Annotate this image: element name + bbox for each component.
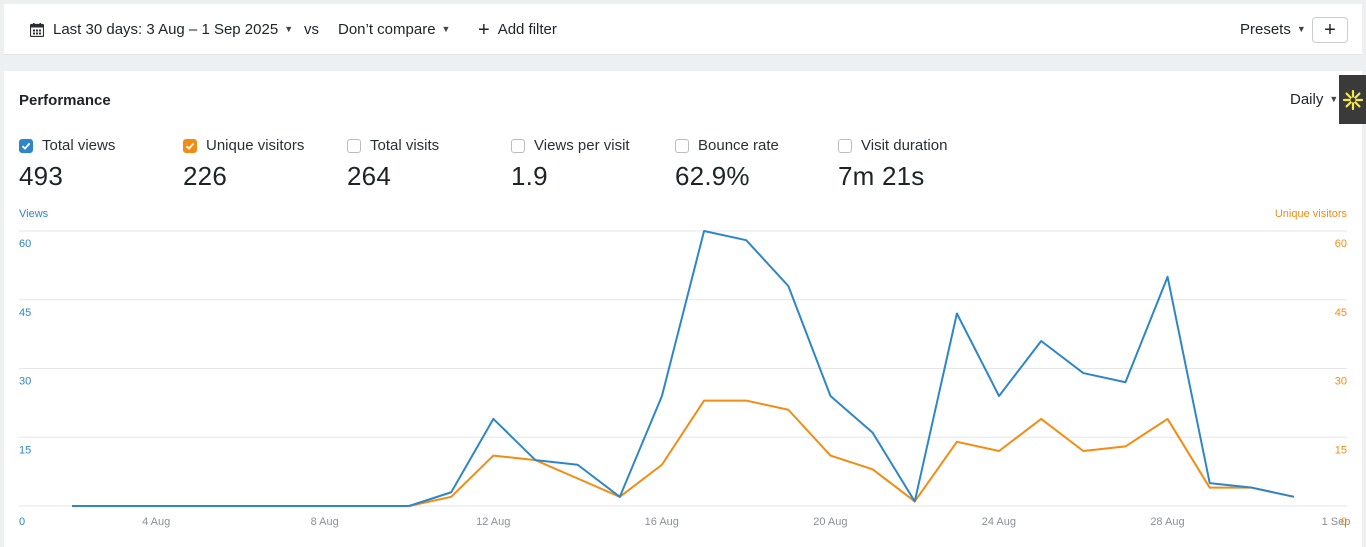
plus-icon: + [1324,19,1336,41]
x-tick-label: 28 Aug [1150,516,1184,528]
interval-label: Daily [1290,91,1324,108]
compare-dropdown[interactable]: Don’t compare ▼ [338,21,450,38]
metric-label: Views per visit [534,137,630,154]
calendar-icon [30,22,44,37]
metric-value: 493 [19,161,63,191]
metric-label: Total views [42,137,116,154]
checkbox-unchecked-icon[interactable] [511,138,525,153]
y-axis-right-title: Unique visitors [1274,208,1347,220]
chevron-down-icon: ▼ [284,23,294,34]
y-tick-label-right: 15 [1335,444,1347,456]
checkbox-unchecked-icon[interactable] [347,138,361,153]
y-tick-label-left: 30 [19,376,31,388]
metric-total-visits[interactable]: Total visits 264 [347,137,439,192]
y-tick-label-left: 45 [19,307,31,319]
metric-unique-visitors[interactable]: Unique visitors 226 [183,137,304,192]
metric-value: 226 [183,161,227,191]
x-tick-label: 4 Aug [142,516,170,528]
presets-dropdown[interactable]: Presets ▼ [1240,21,1306,38]
presets-label: Presets [1240,21,1291,38]
card-title: Performance [19,92,111,109]
date-range-label: Last 30 days: 3 Aug – 1 Sep 2025 [53,21,279,38]
visitors-series-line [72,399,1295,507]
checkbox-unchecked-icon[interactable] [675,138,689,153]
metric-visit-duration[interactable]: Visit duration 7m 21s [838,137,947,192]
metric-label: Visit duration [861,137,948,154]
metric-views-per-visit[interactable]: Views per visit 1.9 [511,137,630,192]
date-range-picker[interactable]: Last 30 days: 3 Aug – 1 Sep 2025 ▼ [30,21,293,38]
add-filter-label: Add filter [497,21,557,38]
metric-value: 62.9% [675,161,750,191]
chevron-down-icon: ▼ [1296,23,1306,34]
chevron-down-icon: ▼ [441,23,451,34]
x-tick-label: 8 Aug [311,516,339,528]
y-tick-label-right: 0 [1341,516,1347,528]
views-series-line [72,230,1295,507]
add-filter-button[interactable]: + Add filter [478,18,557,41]
x-tick-label: 20 Aug [813,516,847,528]
checkbox-checked-icon[interactable] [183,138,197,153]
checkbox-checked-icon[interactable] [19,138,33,153]
metric-bounce-rate[interactable]: Bounce rate 62.9% [675,137,779,192]
vs-label: vs [304,21,319,38]
y-axis-left-title: Views [19,208,49,220]
compare-label: Don’t compare [338,21,436,38]
y-tick-label-left: 0 [19,516,25,528]
metric-value: 7m 21s [838,161,925,191]
filter-bar: Last 30 days: 3 Aug – 1 Sep 2025 ▼ vs Do… [4,4,1362,55]
x-tick-label: 12 Aug [476,516,510,528]
feedback-widget[interactable] [1339,75,1366,124]
performance-card: Performance Daily ▼ Total views 493 [4,71,1366,547]
checkbox-unchecked-icon[interactable] [838,138,852,153]
metric-label: Unique visitors [206,137,305,154]
y-tick-label-right: 60 [1335,238,1347,250]
metric-label: Total visits [370,137,440,154]
y-tick-label-left: 15 [19,444,31,456]
metric-label: Bounce rate [698,137,779,154]
y-tick-label-right: 30 [1335,376,1347,388]
x-tick-label: 24 Aug [982,516,1016,528]
y-tick-label-right: 45 [1335,307,1347,319]
chevron-down-icon: ▼ [1329,93,1339,104]
sparkle-icon [1342,89,1363,110]
add-button[interactable]: + [1312,17,1348,43]
metric-value: 264 [347,161,391,191]
interval-dropdown[interactable]: Daily ▼ [1290,91,1338,108]
x-tick-label: 16 Aug [645,516,679,528]
y-tick-label-left: 60 [19,238,31,250]
plus-icon: + [478,18,490,41]
x-tick-label: 1 Sep [1322,516,1351,528]
metric-total-views[interactable]: Total views 493 [19,137,115,192]
performance-line-chart: 0 0 15 15 30 30 45 45 60 60 4 Aug 8 Aug 12 Aug 16 Aug… [19,230,1351,528]
metric-value: 1.9 [511,161,548,191]
